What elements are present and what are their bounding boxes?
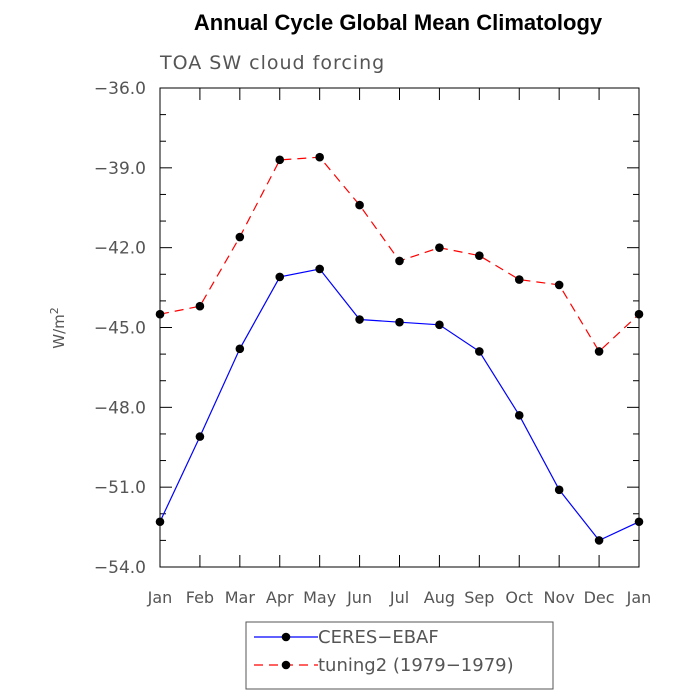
series-1-point	[634, 309, 644, 319]
series-0-point	[475, 347, 484, 356]
x-tick-label-nov: Nov	[544, 588, 575, 607]
series-1-point	[315, 152, 324, 162]
chart-subtitle: TOA SW cloud forcing	[159, 52, 385, 74]
series-1-point	[235, 232, 245, 242]
x-tick-label-may: May	[303, 588, 336, 607]
y-axis-label: W/m2	[48, 307, 68, 349]
series-0-point	[554, 485, 564, 495]
series-0-point	[155, 517, 165, 527]
series-0-point	[315, 264, 324, 274]
series-1-point	[395, 256, 404, 266]
y-axis: −36.0 −39.0 −42.0 −45.0 −48.0 −51.0 −54.0	[94, 79, 639, 578]
series-0-point	[634, 517, 644, 527]
legend-label-0: CERES−EBAF	[318, 627, 439, 648]
plot-frame	[159, 87, 640, 568]
y-tick-label: −36.0	[94, 79, 146, 99]
series-0-point	[195, 432, 205, 441]
x-tick-label-oct: Oct	[505, 588, 533, 607]
x-tick-label-mar: Mar	[225, 588, 256, 607]
series-0-point	[395, 317, 404, 327]
y-tick-label: −54.0	[94, 558, 146, 578]
series-0-point	[355, 315, 364, 324]
series-1-point	[355, 200, 364, 210]
x-tick-label-sep: Sep	[464, 588, 494, 607]
series-1-point	[435, 243, 444, 252]
y-axis-label-superscript: 2	[48, 307, 61, 314]
y-axis-label-text: W/m	[50, 314, 68, 349]
series-layer	[155, 152, 644, 545]
series-1-point	[514, 275, 524, 284]
x-axis: Jan Feb Mar Apr May Jun Jul Aug Sep Oct Nov Dec Jan	[147, 88, 652, 607]
y-tick-label: −51.0	[94, 478, 146, 498]
x-tick-label-dec: Dec	[584, 588, 615, 607]
legend-box	[245, 621, 554, 690]
x-tick-label-feb: Feb	[186, 588, 214, 607]
x-tick-label-jun: Jun	[346, 588, 372, 607]
series-0-point	[594, 536, 604, 545]
series-1-point	[275, 155, 285, 165]
y-tick-label: −45.0	[94, 319, 146, 339]
y-tick-label: −48.0	[94, 398, 146, 418]
legend-marker-0	[281, 632, 291, 642]
series-0-point	[235, 344, 245, 354]
series-1-point	[554, 280, 564, 290]
legend-label-1: tuning2 (1979−1979)	[318, 655, 514, 676]
series-1-point	[155, 309, 165, 319]
series-0-point	[275, 272, 285, 282]
series-1-point	[594, 347, 604, 356]
legend-marker-1	[281, 660, 291, 670]
legend: CERES−EBAF tuning2 (1979−1979)	[254, 627, 514, 676]
series-0-point	[435, 320, 444, 330]
x-tick-label-apr: Apr	[266, 588, 294, 607]
chart-title: Annual Cycle Global Mean Climatology	[194, 10, 603, 35]
x-tick-label-jul: Jul	[389, 588, 409, 607]
x-tick-label-aug: Aug	[424, 588, 455, 607]
series-1-point	[195, 301, 205, 311]
series-line-0	[159, 268, 640, 542]
y-tick-label: −39.0	[94, 159, 146, 179]
x-tick-label-jan: Jan	[147, 588, 173, 607]
series-1-point	[475, 251, 484, 260]
series-0-point	[514, 411, 524, 420]
y-tick-label: −42.0	[94, 239, 146, 259]
x-tick-label-jan: Jan	[626, 588, 652, 607]
